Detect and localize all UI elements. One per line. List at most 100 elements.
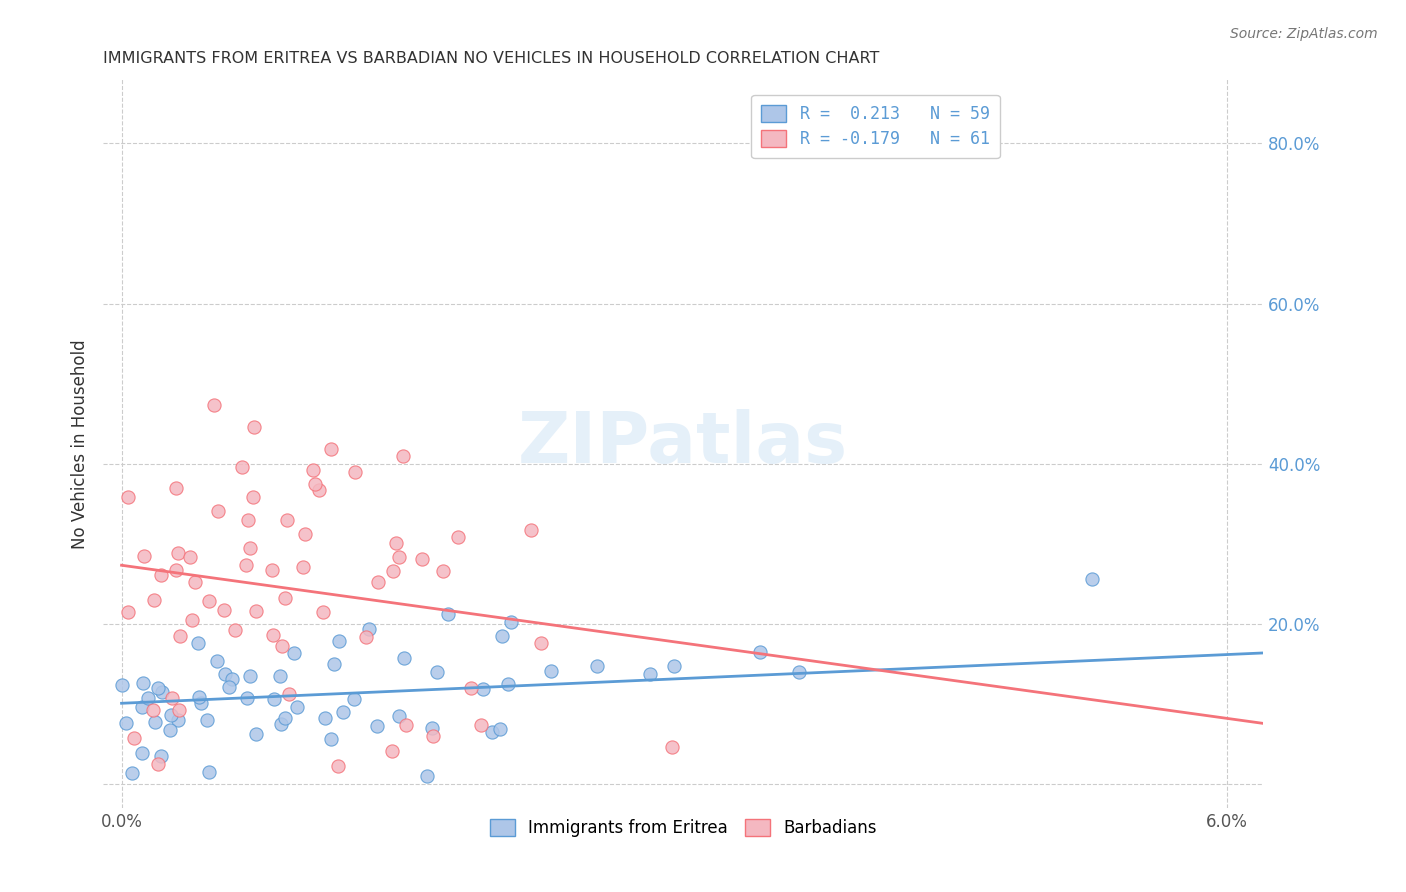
Point [117,491,139,505]
Point [472,681,495,696]
Point [283,646,305,660]
Point [245,727,267,741]
Point [276,513,298,527]
Point [160,691,183,706]
Point [167,546,190,560]
Point [366,718,388,732]
Point [381,744,404,758]
Point [263,692,285,706]
Point [239,669,262,683]
Point [150,749,173,764]
Point [221,672,243,686]
Point [426,665,449,680]
Point [530,636,553,650]
Point [748,645,770,659]
Point [197,765,219,780]
Point [344,465,367,479]
Point [308,483,330,497]
Point [319,731,342,746]
Point [239,541,262,555]
Point [359,622,381,636]
Point [420,721,443,735]
Point [224,623,246,637]
Point [150,568,173,582]
Point [218,680,240,694]
Point [260,563,283,577]
Point [394,718,416,732]
Point [165,563,187,577]
Point [238,513,260,527]
Point [304,477,326,491]
Point [236,691,259,706]
Point [115,716,138,731]
Point [212,603,235,617]
Point [136,691,159,706]
Point [207,654,229,668]
Point [432,564,454,578]
Point [319,442,342,457]
Point [388,549,411,564]
Point [470,718,492,732]
Point [392,449,415,463]
Point [214,667,236,681]
Point [274,591,297,605]
Point [388,708,411,723]
Point [292,560,315,574]
Point [131,700,153,714]
Point [488,722,510,736]
Text: Source: ZipAtlas.com: Source: ZipAtlas.com [1230,27,1378,41]
Point [152,685,174,699]
Point [145,714,167,729]
Point [422,730,444,744]
Point [235,558,257,572]
Point [382,564,405,578]
Point [501,615,523,630]
Point [167,703,190,717]
Point [481,725,503,739]
Point [294,527,316,541]
Point [181,613,204,627]
Point [146,681,169,695]
Point [273,710,295,724]
Point [142,703,165,717]
Point [519,523,541,537]
Point [269,669,291,683]
Point [491,629,513,643]
Point [121,766,143,780]
Point [285,699,308,714]
Point [187,635,209,649]
Point [179,549,201,564]
Point [231,459,253,474]
Point [195,713,218,727]
Point [328,634,350,648]
Legend: Immigrants from Eritrea, Barbadians: Immigrants from Eritrea, Barbadians [484,813,883,844]
Point [270,717,292,731]
Point [134,549,156,563]
Point [166,481,188,495]
Point [662,658,685,673]
Point [332,706,354,720]
Point [640,666,662,681]
Text: ZIPatlas: ZIPatlas [519,409,848,478]
Point [367,575,389,590]
Point [132,675,155,690]
Point [586,659,609,673]
Point [460,681,482,695]
Point [496,677,519,691]
Point [323,657,346,672]
Point [416,769,439,783]
Point [131,746,153,760]
Point [242,490,264,504]
Point [314,711,336,725]
Point [311,605,333,619]
Point [394,651,416,665]
Point [166,713,188,727]
Point [661,740,683,755]
Point [198,594,221,608]
Point [190,696,212,710]
Point [188,690,211,704]
Point [159,708,181,723]
Point [169,629,191,643]
Point [354,630,377,644]
Point [343,692,366,706]
